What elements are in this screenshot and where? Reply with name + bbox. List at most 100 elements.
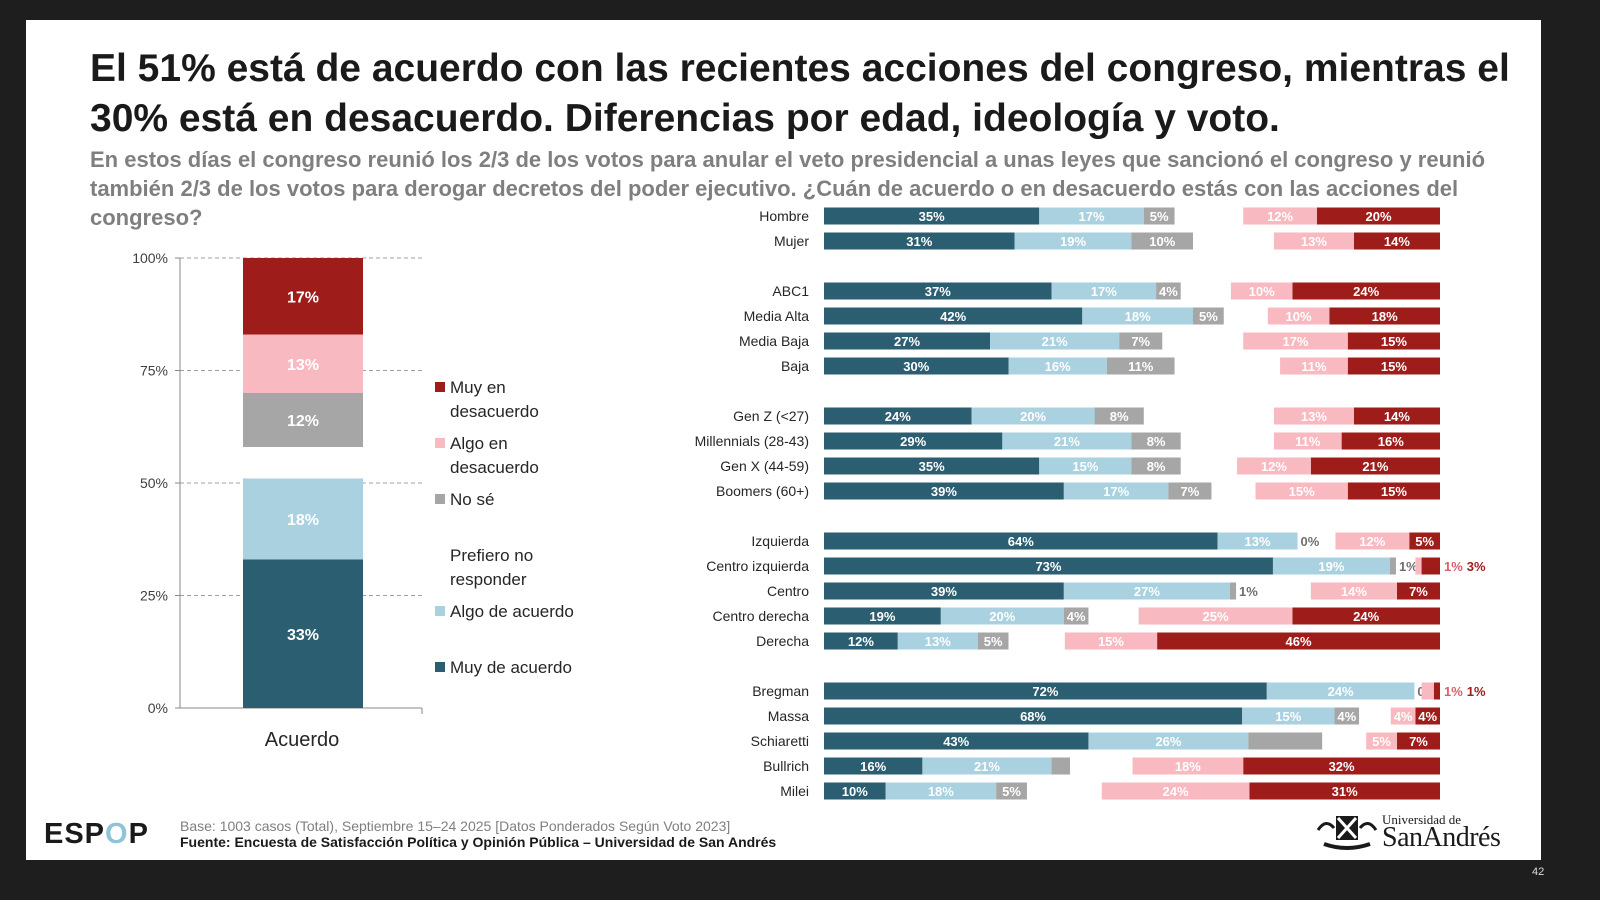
bar-muy-de-acuerdo <box>824 757 923 775</box>
bar-algo-de-acuerdo <box>885 782 997 800</box>
data-label: 25% <box>1203 609 1229 624</box>
source-note: Fuente: Encuesta de Satisfacción Polític… <box>180 834 777 850</box>
data-label: 20% <box>989 609 1015 624</box>
page-number: 42 <box>1532 866 1545 878</box>
data-label: 68% <box>1020 709 1046 724</box>
data-label: 42% <box>940 309 966 324</box>
data-label: 30% <box>903 359 929 374</box>
bar-algo-de-acuerdo <box>990 332 1120 350</box>
data-label: 11% <box>1301 359 1327 374</box>
data-label: 16% <box>860 759 886 774</box>
data-label: 24% <box>885 409 911 424</box>
legend-item: Muy en desacuerdo <box>435 376 585 432</box>
bar-muy-en-desacuerdo <box>1292 607 1440 625</box>
data-label: 37% <box>925 284 951 299</box>
bar-algo-de-acuerdo <box>1051 282 1157 300</box>
bar-no-se <box>1168 482 1212 500</box>
data-label: 14% <box>1384 409 1410 424</box>
data-label: 7% <box>1409 734 1428 749</box>
bar-muy-de-acuerdo <box>824 307 1083 325</box>
bar-muy-en-desacuerdo <box>1415 707 1440 725</box>
data-label: 5% <box>1415 534 1434 549</box>
data-label-outside: 1% <box>1467 684 1486 699</box>
legend: Muy en desacuerdo Algo en desacuerdo No sé… <box>435 376 585 712</box>
bar-no-se <box>1193 307 1224 325</box>
bar-algo-en-desacuerdo <box>1267 307 1330 325</box>
bar-no-se <box>1106 357 1175 375</box>
data-label: 12% <box>1359 534 1385 549</box>
data-label: 8% <box>1110 409 1129 424</box>
bar-muy-de-acuerdo <box>824 357 1009 375</box>
bar-no-se <box>1156 282 1181 300</box>
bar-algo-de-acuerdo <box>1002 432 1132 450</box>
data-label: 5% <box>1002 784 1021 799</box>
data-label: 7% <box>1409 584 1428 599</box>
bar-no-se <box>1131 457 1181 475</box>
data-label: 35% <box>919 209 945 224</box>
legend-label: Muy en desacuerdo <box>450 378 539 421</box>
data-label: 18% <box>1372 309 1398 324</box>
data-label: 4% <box>1418 709 1437 724</box>
data-label: 12% <box>848 634 874 649</box>
page-title: El 51% está de acuerdo con las recientes… <box>90 47 1510 140</box>
data-label: 24% <box>1328 684 1354 699</box>
bar-muy-de-acuerdo <box>824 557 1273 575</box>
data-label-outside: 3% <box>1467 559 1486 574</box>
bar-algo-en-desacuerdo <box>1415 557 1422 575</box>
data-label: 39% <box>931 584 957 599</box>
row-label: Milei <box>780 783 809 799</box>
data-label: 11% <box>1128 359 1154 374</box>
bar-muy-de-acuerdo <box>824 782 886 800</box>
data-label: 12% <box>1267 209 1293 224</box>
bar-algo-en-desacuerdo <box>1243 207 1317 225</box>
bar-muy-de-acuerdo <box>824 582 1064 600</box>
data-label: 10% <box>1149 234 1175 249</box>
data-label: 21% <box>1054 434 1080 449</box>
data-label: 13% <box>287 357 319 374</box>
bar-algo-de-acuerdo <box>1039 457 1132 475</box>
bar-no-se <box>1248 732 1323 750</box>
bar-muy-de-acuerdo <box>824 407 972 425</box>
row-label: Izquierda <box>751 533 809 549</box>
bar-no-se <box>1131 232 1193 250</box>
bar-algo-en-desacuerdo <box>1273 432 1342 450</box>
data-label: 15% <box>1098 634 1124 649</box>
bar-muy-de-acuerdo <box>824 232 1015 250</box>
data-label: 13% <box>1301 234 1327 249</box>
data-label: 73% <box>1035 559 1061 574</box>
row-label: Baja <box>781 358 809 374</box>
data-label: 15% <box>1289 484 1315 499</box>
bar-prefiero-no-responder <box>243 447 363 479</box>
data-label: 16% <box>1378 434 1404 449</box>
bar-muy-en-desacuerdo <box>1396 582 1440 600</box>
row-label: Centro <box>767 583 809 599</box>
bar-algo-en-desacuerdo <box>1366 732 1397 750</box>
data-label: 24% <box>1353 284 1379 299</box>
data-label: 10% <box>842 784 868 799</box>
bar-muy-en-desacuerdo <box>1249 782 1440 800</box>
row-label: Bullrich <box>763 758 809 774</box>
bar-algo-en-desacuerdo <box>1273 232 1354 250</box>
data-label: 19% <box>869 609 895 624</box>
data-label: 10% <box>1249 284 1275 299</box>
bar-algo-de-acuerdo <box>1272 557 1390 575</box>
bar-algo-en-desacuerdo <box>1132 757 1244 775</box>
data-label: 14% <box>1384 234 1410 249</box>
data-label: 35% <box>919 459 945 474</box>
bar-muy-en-desacuerdo <box>1347 482 1440 500</box>
bar-muy-de-acuerdo <box>824 457 1040 475</box>
bar-algo-en-desacuerdo <box>1280 357 1348 375</box>
espop-logo: ESPOP <box>44 818 149 850</box>
data-label: 4% <box>1159 284 1178 299</box>
bar-muy-en-desacuerdo <box>1243 757 1440 775</box>
legend-label: Muy de acuerdo <box>450 658 572 677</box>
row-label: Media Baja <box>739 333 809 349</box>
row-label: ABC1 <box>772 283 809 299</box>
data-label: 5% <box>984 634 1003 649</box>
bar-no-se <box>1389 557 1396 575</box>
data-label: 20% <box>1365 209 1391 224</box>
legend-swatch <box>435 662 445 672</box>
data-label: 19% <box>1318 559 1344 574</box>
legend-item: No sé <box>435 488 585 544</box>
legend-swatch <box>435 438 445 448</box>
